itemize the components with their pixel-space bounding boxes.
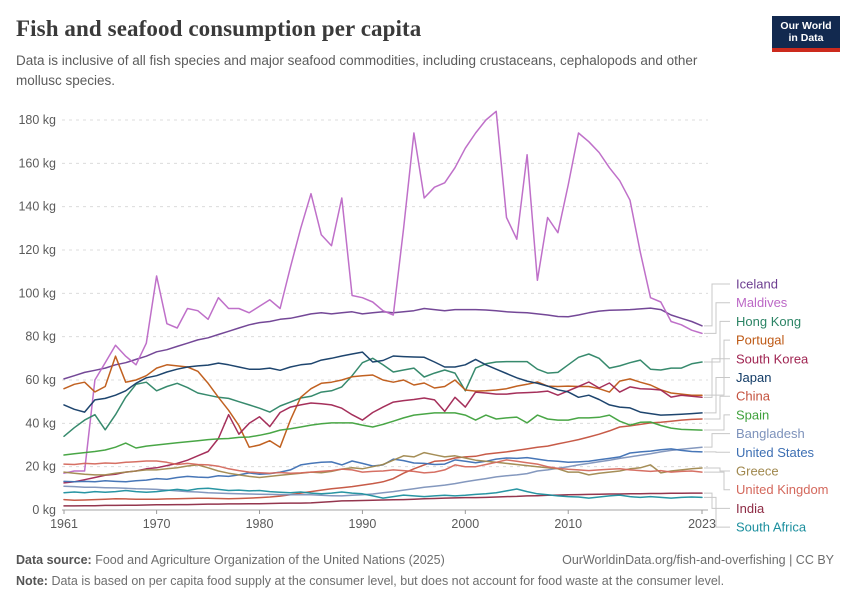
legend-label-hong-kong[interactable]: Hong Kong	[736, 314, 801, 329]
series-line-india[interactable]	[63, 492, 703, 507]
chart-footer: Data source: Food and Agriculture Organi…	[0, 553, 850, 600]
chart-subtitle: Data is inclusive of all fish species an…	[16, 53, 698, 88]
series-line-greece[interactable]	[63, 451, 703, 479]
y-axis-tick-120: 120 kg	[18, 243, 56, 257]
series-line-iceland[interactable]	[63, 307, 703, 380]
legend-label-portugal[interactable]: Portugal	[736, 333, 785, 348]
owid-logo: Our World in Data	[772, 16, 840, 52]
series-line-south-africa[interactable]	[63, 487, 703, 499]
legend-label-china[interactable]: China	[736, 389, 771, 404]
series-line-china[interactable]	[63, 418, 703, 502]
series-line-united-states[interactable]	[63, 448, 703, 483]
credit-link[interactable]: OurWorldinData.org/fish-and-overfishing …	[562, 553, 834, 567]
y-axis-tick-100: 100 kg	[18, 286, 56, 300]
x-axis-tick-2000: 2000	[451, 517, 479, 531]
x-axis-tick-1961: 1961	[50, 517, 78, 531]
legend-connector-bangladesh	[704, 433, 730, 448]
legend-connector-india	[704, 492, 730, 509]
legend-connector-south-africa	[704, 496, 730, 528]
x-axis-tick-2010: 2010	[554, 517, 582, 531]
y-axis-tick-0: 0 kg	[32, 503, 56, 517]
y-axis-tick-60: 60 kg	[25, 373, 56, 387]
legend-connector-japan	[704, 377, 730, 414]
legend-label-greece[interactable]: Greece	[736, 464, 779, 479]
legend-label-united-kingdom[interactable]: United Kingdom	[736, 482, 829, 497]
legend-connector-greece	[704, 467, 730, 472]
x-axis-tick-2023: 2023	[688, 517, 716, 531]
y-axis-tick-20: 20 kg	[25, 460, 56, 474]
legend-label-spain[interactable]: Spain	[736, 407, 769, 422]
series-line-japan[interactable]	[63, 351, 703, 416]
series-line-portugal[interactable]	[63, 355, 703, 448]
legend-connector-south-korea	[704, 358, 730, 398]
legend-label-japan[interactable]: Japan	[736, 370, 771, 385]
legend-label-iceland[interactable]: Iceland	[736, 277, 778, 292]
y-axis-tick-160: 160 kg	[18, 156, 56, 170]
owid-logo-line1: Our World	[780, 20, 832, 32]
legend-connector-hong-kong	[704, 320, 730, 363]
legend-label-bangladesh[interactable]: Bangladesh	[736, 426, 805, 441]
legend-connector-portugal	[704, 339, 730, 396]
legend-connector-maldives	[704, 302, 730, 334]
y-axis-tick-180: 180 kg	[18, 113, 56, 127]
y-axis-tick-80: 80 kg	[25, 330, 56, 344]
x-axis-tick-1990: 1990	[349, 517, 377, 531]
legend-connector-china	[704, 395, 730, 420]
x-axis-tick-1980: 1980	[246, 517, 274, 531]
series-line-maldives[interactable]	[63, 110, 703, 474]
legend-label-maldives[interactable]: Maldives	[736, 295, 788, 310]
legend-connector-iceland	[704, 283, 730, 327]
legend-connector-united-kingdom	[704, 471, 730, 491]
line-chart[interactable]: 0 kg 20 kg 40 kg 60 kg 80 kg 100 kg 120 kg 140 …	[0, 95, 850, 545]
chart-note: Note: Data is based on per capita food s…	[16, 574, 725, 588]
page-title: Fish and seafood consumption per capita	[16, 16, 422, 41]
y-axis-tick-140: 140 kg	[18, 200, 56, 214]
legend-label-south-africa[interactable]: South Africa	[736, 520, 807, 535]
data-source: Data source: Food and Agriculture Organi…	[16, 553, 445, 567]
y-axis-tick-40: 40 kg	[25, 416, 56, 430]
series-line-hong-kong[interactable]	[63, 353, 703, 438]
legend-label-india[interactable]: India	[736, 501, 765, 516]
x-axis-tick-1970: 1970	[143, 517, 171, 531]
chart-header: Fish and seafood consumption per capita …	[0, 0, 850, 90]
note-label: Note:	[16, 574, 48, 588]
data-source-label: Data source:	[16, 553, 92, 567]
legend-connector-spain	[704, 414, 730, 431]
series-line-spain[interactable]	[63, 412, 703, 456]
owid-logo-line2: in Data	[788, 32, 824, 45]
series-line-united-kingdom[interactable]	[63, 459, 703, 474]
legend-label-united-states[interactable]: United States	[736, 445, 815, 460]
legend-label-south-korea[interactable]: South Korea	[736, 351, 809, 366]
series-line-south-korea[interactable]	[63, 381, 703, 484]
